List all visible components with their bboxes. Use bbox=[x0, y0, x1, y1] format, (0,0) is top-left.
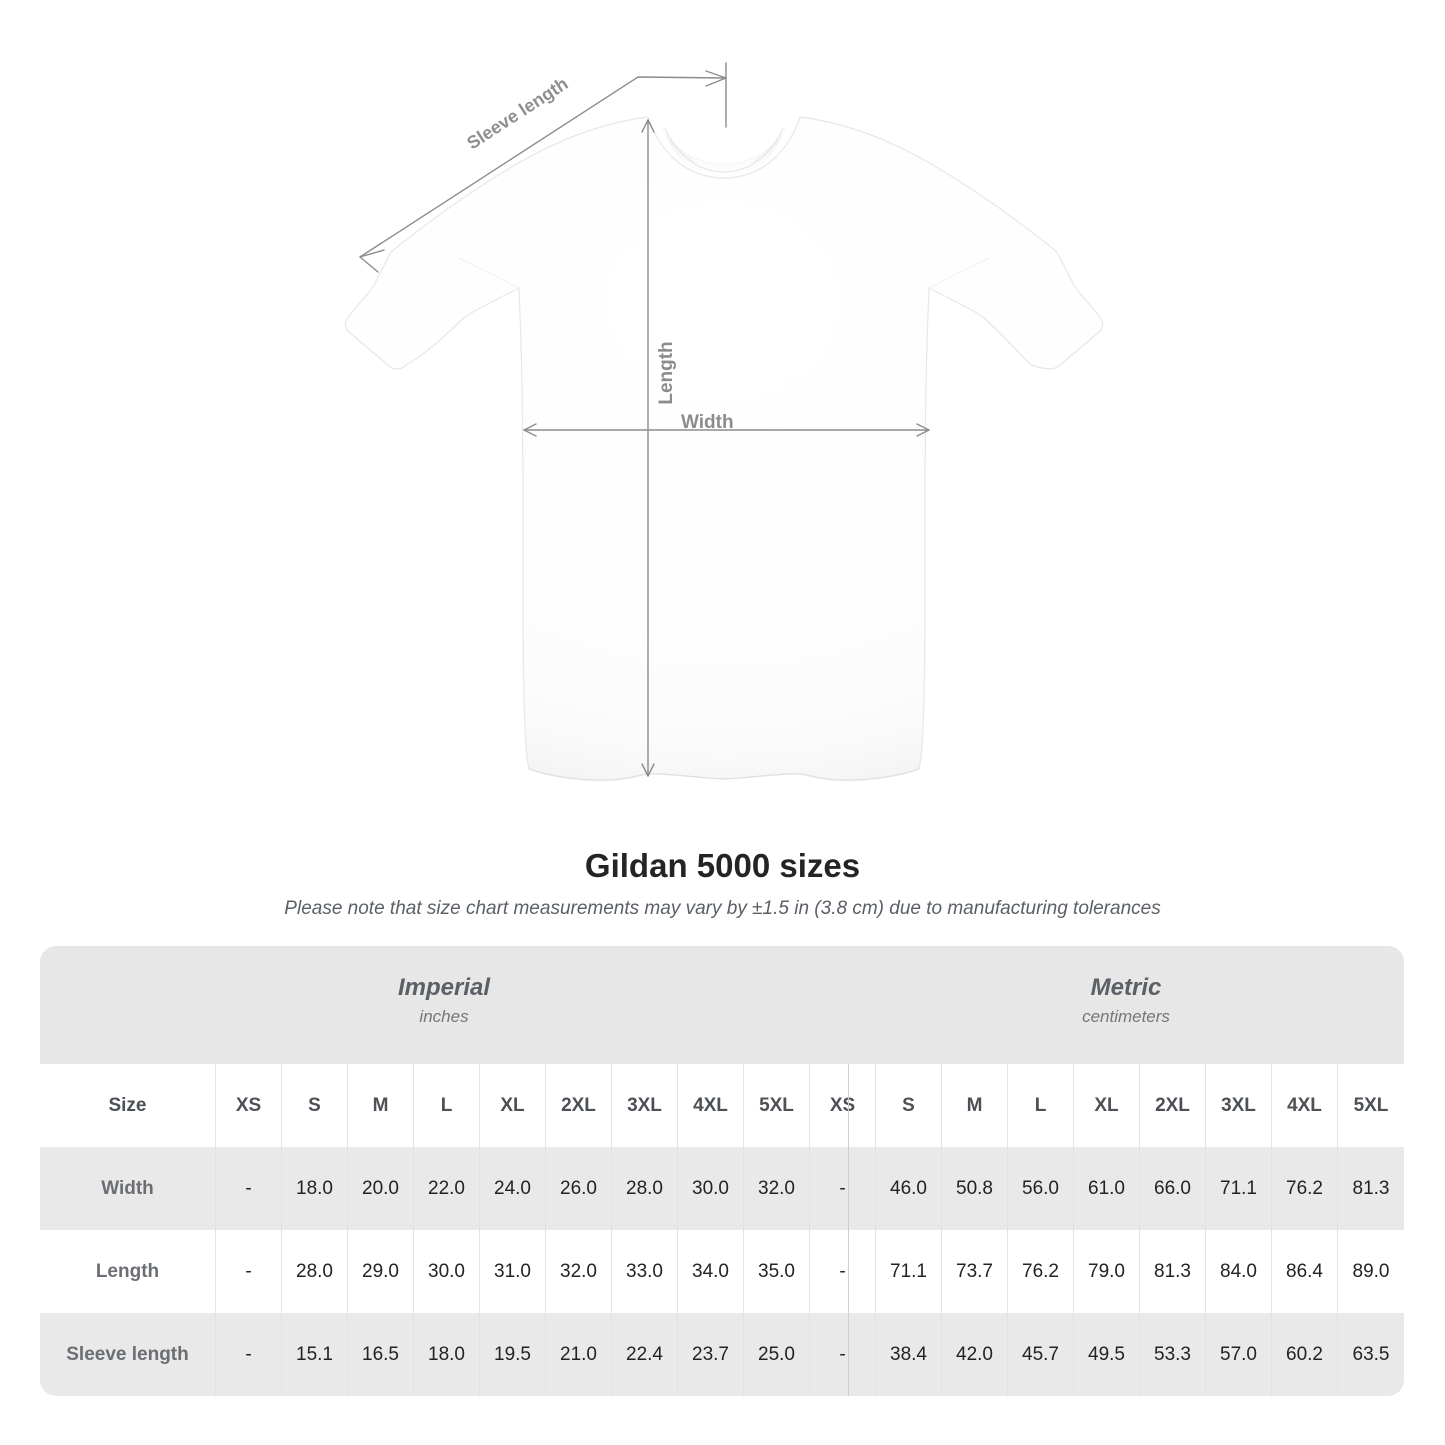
svg-text:Width: Width bbox=[681, 412, 734, 433]
svg-text:Sleeve length: Sleeve length bbox=[463, 73, 571, 153]
svg-text:Length: Length bbox=[656, 341, 677, 404]
